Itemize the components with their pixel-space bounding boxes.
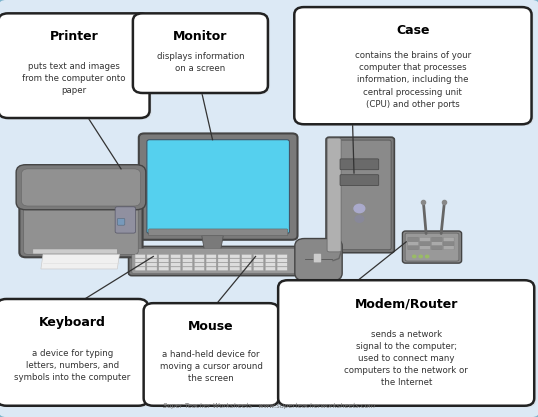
FancyBboxPatch shape (159, 254, 169, 258)
FancyBboxPatch shape (180, 253, 251, 264)
FancyBboxPatch shape (133, 13, 268, 93)
FancyBboxPatch shape (242, 263, 252, 266)
FancyBboxPatch shape (253, 259, 264, 262)
FancyBboxPatch shape (19, 178, 143, 257)
FancyBboxPatch shape (242, 267, 252, 271)
FancyBboxPatch shape (22, 169, 140, 206)
FancyBboxPatch shape (182, 263, 193, 266)
Text: displays information
on a screen: displays information on a screen (157, 52, 244, 73)
FancyBboxPatch shape (171, 263, 181, 266)
Text: a device for typing
letters, numbers, and
symbols into the computer: a device for typing letters, numbers, an… (14, 349, 131, 382)
FancyBboxPatch shape (443, 246, 454, 250)
Text: Keyboard: Keyboard (39, 316, 106, 329)
FancyBboxPatch shape (277, 259, 287, 262)
FancyBboxPatch shape (294, 7, 532, 124)
FancyBboxPatch shape (159, 259, 169, 262)
FancyBboxPatch shape (420, 241, 430, 246)
Text: sends a network
signal to the computer;
used to connect many
computers to the ne: sends a network signal to the computer; … (344, 330, 468, 387)
FancyBboxPatch shape (218, 267, 228, 271)
FancyBboxPatch shape (0, 301, 150, 407)
FancyBboxPatch shape (218, 263, 228, 266)
FancyBboxPatch shape (230, 263, 240, 266)
FancyBboxPatch shape (402, 231, 462, 263)
FancyBboxPatch shape (265, 259, 275, 262)
FancyBboxPatch shape (326, 137, 394, 253)
FancyBboxPatch shape (182, 267, 193, 271)
FancyBboxPatch shape (265, 267, 275, 271)
FancyBboxPatch shape (420, 246, 430, 250)
Text: puts text and images
from the computer onto
paper: puts text and images from the computer o… (22, 62, 126, 95)
FancyBboxPatch shape (431, 246, 442, 250)
FancyBboxPatch shape (230, 254, 240, 258)
FancyBboxPatch shape (280, 282, 536, 407)
FancyBboxPatch shape (16, 165, 146, 210)
FancyBboxPatch shape (171, 259, 181, 262)
FancyBboxPatch shape (277, 267, 287, 271)
FancyBboxPatch shape (296, 9, 534, 126)
FancyBboxPatch shape (206, 254, 216, 258)
FancyBboxPatch shape (117, 219, 125, 225)
Text: contains the brains of your
computer that processes
information, including the
c: contains the brains of your computer tha… (355, 51, 471, 109)
FancyBboxPatch shape (194, 263, 204, 266)
Circle shape (355, 216, 364, 222)
FancyBboxPatch shape (24, 182, 138, 254)
FancyBboxPatch shape (33, 249, 117, 254)
FancyBboxPatch shape (132, 249, 296, 274)
FancyBboxPatch shape (135, 259, 145, 262)
Circle shape (354, 204, 365, 213)
FancyBboxPatch shape (265, 263, 275, 266)
FancyBboxPatch shape (171, 254, 181, 258)
FancyBboxPatch shape (1, 15, 152, 120)
Text: Mouse: Mouse (188, 320, 234, 333)
FancyBboxPatch shape (135, 15, 270, 95)
FancyBboxPatch shape (431, 237, 442, 241)
Text: Monitor: Monitor (173, 30, 228, 43)
FancyBboxPatch shape (148, 229, 288, 236)
FancyBboxPatch shape (206, 267, 216, 271)
FancyBboxPatch shape (135, 254, 145, 258)
FancyBboxPatch shape (146, 305, 281, 407)
FancyBboxPatch shape (265, 254, 275, 258)
FancyBboxPatch shape (171, 267, 181, 271)
FancyBboxPatch shape (129, 246, 299, 276)
FancyBboxPatch shape (194, 259, 204, 262)
FancyBboxPatch shape (340, 175, 379, 186)
Circle shape (426, 255, 429, 258)
FancyBboxPatch shape (159, 263, 169, 266)
FancyBboxPatch shape (135, 263, 145, 266)
FancyBboxPatch shape (115, 207, 136, 233)
FancyBboxPatch shape (218, 254, 228, 258)
FancyBboxPatch shape (194, 254, 204, 258)
FancyBboxPatch shape (443, 237, 454, 241)
FancyBboxPatch shape (242, 259, 252, 262)
FancyBboxPatch shape (147, 140, 289, 234)
Text: Printer: Printer (49, 30, 98, 43)
Text: Case: Case (396, 24, 430, 37)
FancyBboxPatch shape (242, 254, 252, 258)
FancyBboxPatch shape (408, 241, 419, 246)
FancyBboxPatch shape (139, 133, 298, 240)
FancyBboxPatch shape (135, 267, 145, 271)
FancyBboxPatch shape (182, 254, 193, 258)
FancyBboxPatch shape (159, 267, 169, 271)
FancyBboxPatch shape (147, 263, 157, 266)
FancyBboxPatch shape (340, 159, 379, 170)
FancyBboxPatch shape (182, 259, 193, 262)
FancyBboxPatch shape (420, 237, 430, 241)
FancyBboxPatch shape (144, 303, 279, 406)
FancyBboxPatch shape (327, 138, 341, 252)
FancyBboxPatch shape (0, 13, 150, 118)
FancyBboxPatch shape (206, 259, 216, 262)
FancyBboxPatch shape (218, 259, 228, 262)
Text: a hand-held device for
moving a cursor around
the screen: a hand-held device for moving a cursor a… (160, 350, 263, 383)
FancyBboxPatch shape (230, 267, 240, 271)
FancyBboxPatch shape (194, 267, 204, 271)
Circle shape (413, 255, 416, 258)
Circle shape (419, 255, 422, 258)
FancyBboxPatch shape (408, 237, 419, 241)
Polygon shape (41, 254, 119, 269)
FancyBboxPatch shape (277, 254, 287, 258)
FancyBboxPatch shape (253, 263, 264, 266)
Polygon shape (202, 236, 223, 256)
